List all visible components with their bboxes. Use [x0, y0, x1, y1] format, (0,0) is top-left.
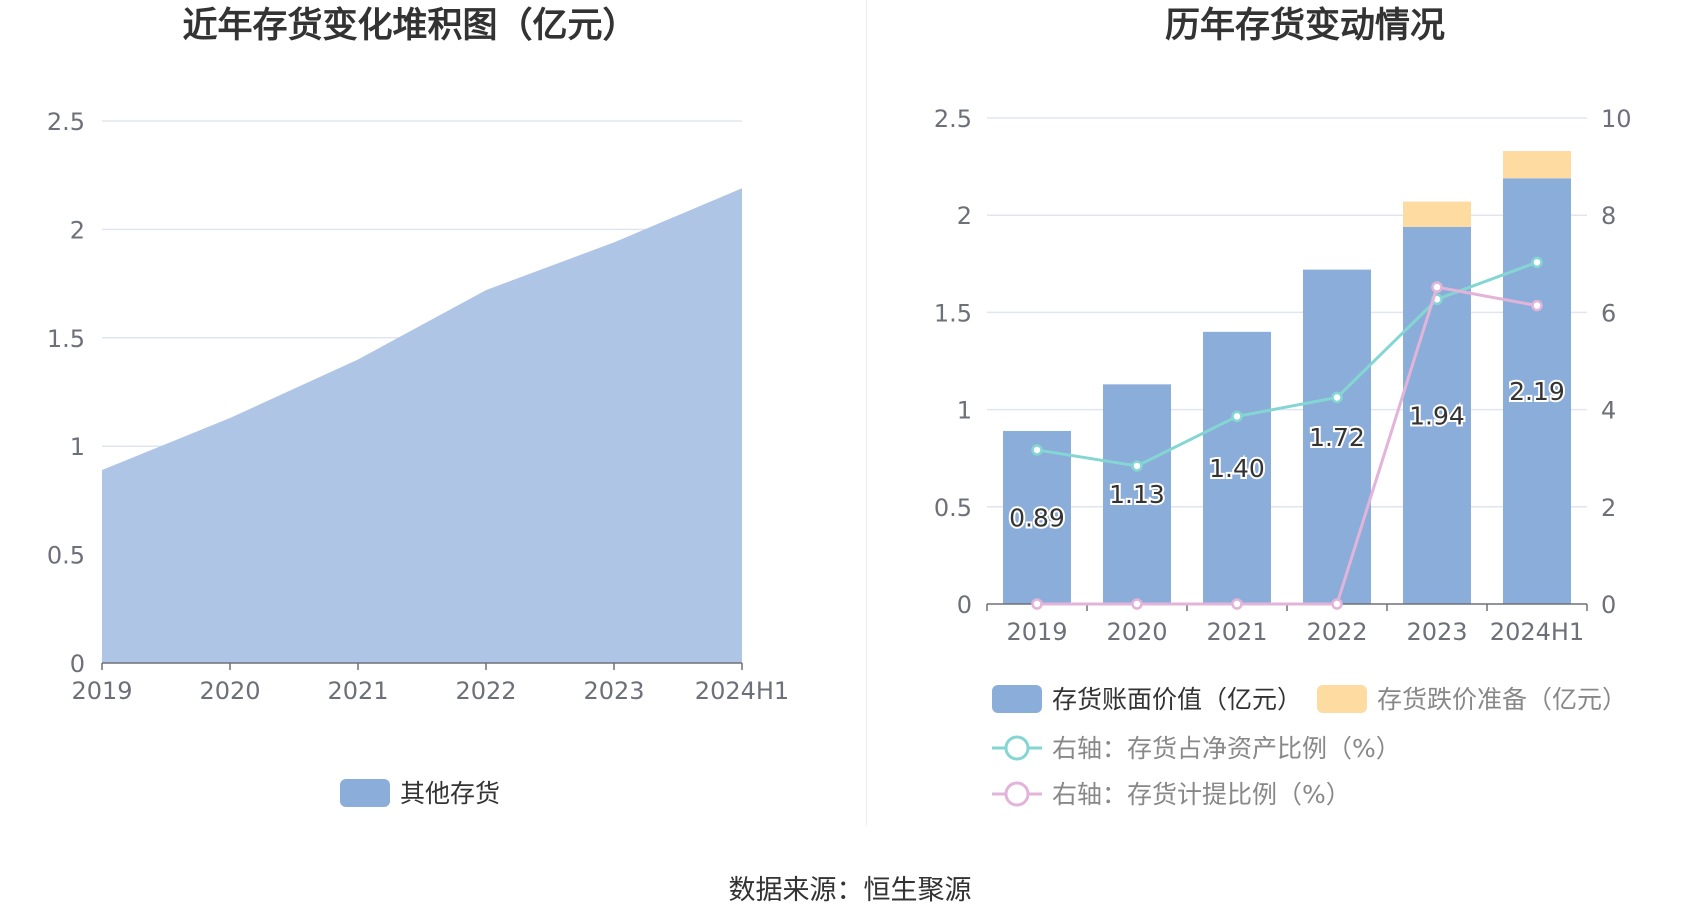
right-point-net-asset-ratio [1531, 256, 1543, 269]
right-y-tick-label-right: 2 [1601, 494, 1616, 522]
left-y-tick-label: 0.5 [47, 542, 85, 570]
right-legend-label: 存货账面价值（亿元） [1052, 685, 1302, 714]
right-legend-swatch [1317, 685, 1367, 713]
right-bar-book-value [1203, 331, 1271, 604]
right-bar-data-label: 2.19 [1509, 377, 1565, 406]
right-bar-data-label: 1.13 [1109, 480, 1165, 509]
left-legend-swatch [340, 779, 390, 807]
right-legend-label: 存货跌价准备（亿元） [1377, 685, 1627, 714]
right-y-tick-label-left: 0.5 [934, 494, 972, 522]
right-legend-label: 右轴：存货计提比例（%） [1052, 780, 1351, 809]
left-x-tick-label: 2023 [583, 677, 644, 705]
right-point-net-asset-ratio [1031, 444, 1043, 456]
right-legend-label: 右轴：存货占净资产比例（%） [1052, 734, 1401, 763]
right-point-net-asset-ratio [1131, 460, 1143, 472]
left-y-tick-label: 2 [70, 216, 85, 244]
right-point-provision-ratio [1531, 299, 1543, 312]
right-bar-impairment [1403, 201, 1471, 227]
right-line-provision-ratio [1037, 285, 1538, 606]
right-y-tick-label-left: 1.5 [934, 299, 972, 327]
right-point-provision-ratio [1331, 598, 1343, 610]
right-line-net-asset-ratio [1036, 260, 1538, 468]
left-y-tick-label: 0 [70, 650, 85, 678]
right-bar-impairment [1503, 151, 1571, 179]
left-y-tick-label: 1.5 [47, 325, 85, 353]
left-x-tick-label: 2021 [327, 677, 388, 705]
left-x-tick-label: 2020 [199, 677, 260, 705]
right-x-tick-label: 2023 [1406, 618, 1467, 646]
right-chart-title: 历年存货变动情况 [1165, 6, 1445, 46]
right-x-tick-label: 2020 [1106, 618, 1167, 646]
right-point-net-asset-ratio [1331, 391, 1343, 404]
right-bar-book-value [1103, 384, 1171, 604]
right-bar-book-value [1003, 430, 1071, 604]
right-y-tick-label-left: 2 [957, 202, 972, 230]
right-x-tick-label: 2019 [1006, 618, 1067, 646]
right-x-tick-label: 2022 [1306, 618, 1367, 646]
right-bar-book-value [1303, 269, 1371, 604]
right-bar-book-value [1503, 178, 1571, 604]
right-x-tick-label: 2021 [1206, 618, 1267, 646]
right-point-provision-ratio [1231, 598, 1243, 610]
right-bar-data-label: 1.94 [1409, 401, 1465, 430]
left-x-tick-label: 2019 [71, 677, 132, 705]
right-y-tick-label-right: 6 [1601, 299, 1616, 327]
right-bar-data-label: 1.72 [1309, 423, 1365, 452]
left-legend-label: 其他存货 [400, 779, 500, 808]
right-bar-data-label: 1.40 [1209, 454, 1265, 483]
chart-divider [866, 0, 867, 825]
left-area-series [102, 188, 742, 663]
right-y-tick-label-left: 1 [957, 397, 972, 425]
right-point-provision-ratio [1131, 598, 1143, 610]
left-y-tick-label: 1 [70, 433, 85, 461]
left-x-tick-label: 2022 [455, 677, 516, 705]
right-point-net-asset-ratio [1231, 410, 1243, 423]
right-y-tick-label-left: 2.5 [934, 105, 972, 133]
right-x-tick-label: 2024H1 [1490, 618, 1584, 646]
left-y-tick-label: 2.5 [47, 108, 85, 136]
right-legend-marker [1004, 735, 1030, 761]
right-y-tick-label-right: 0 [1601, 591, 1616, 619]
right-y-tick-label-right: 10 [1601, 105, 1632, 133]
right-legend-swatch [992, 685, 1042, 713]
right-y-tick-label-right: 4 [1601, 397, 1616, 425]
right-point-provision-ratio [1031, 598, 1043, 610]
left-x-tick-label: 2024H1 [695, 677, 789, 705]
right-legend-marker [1004, 781, 1030, 807]
left-chart-title: 近年存货变化堆积图（亿元） [182, 6, 637, 46]
data-source: 数据来源：恒生聚源 [728, 875, 972, 906]
right-y-tick-label-right: 8 [1601, 202, 1616, 230]
right-bar-data-label: 0.89 [1009, 503, 1065, 532]
right-y-tick-label-left: 0 [957, 591, 972, 619]
right-point-provision-ratio [1431, 281, 1443, 293]
